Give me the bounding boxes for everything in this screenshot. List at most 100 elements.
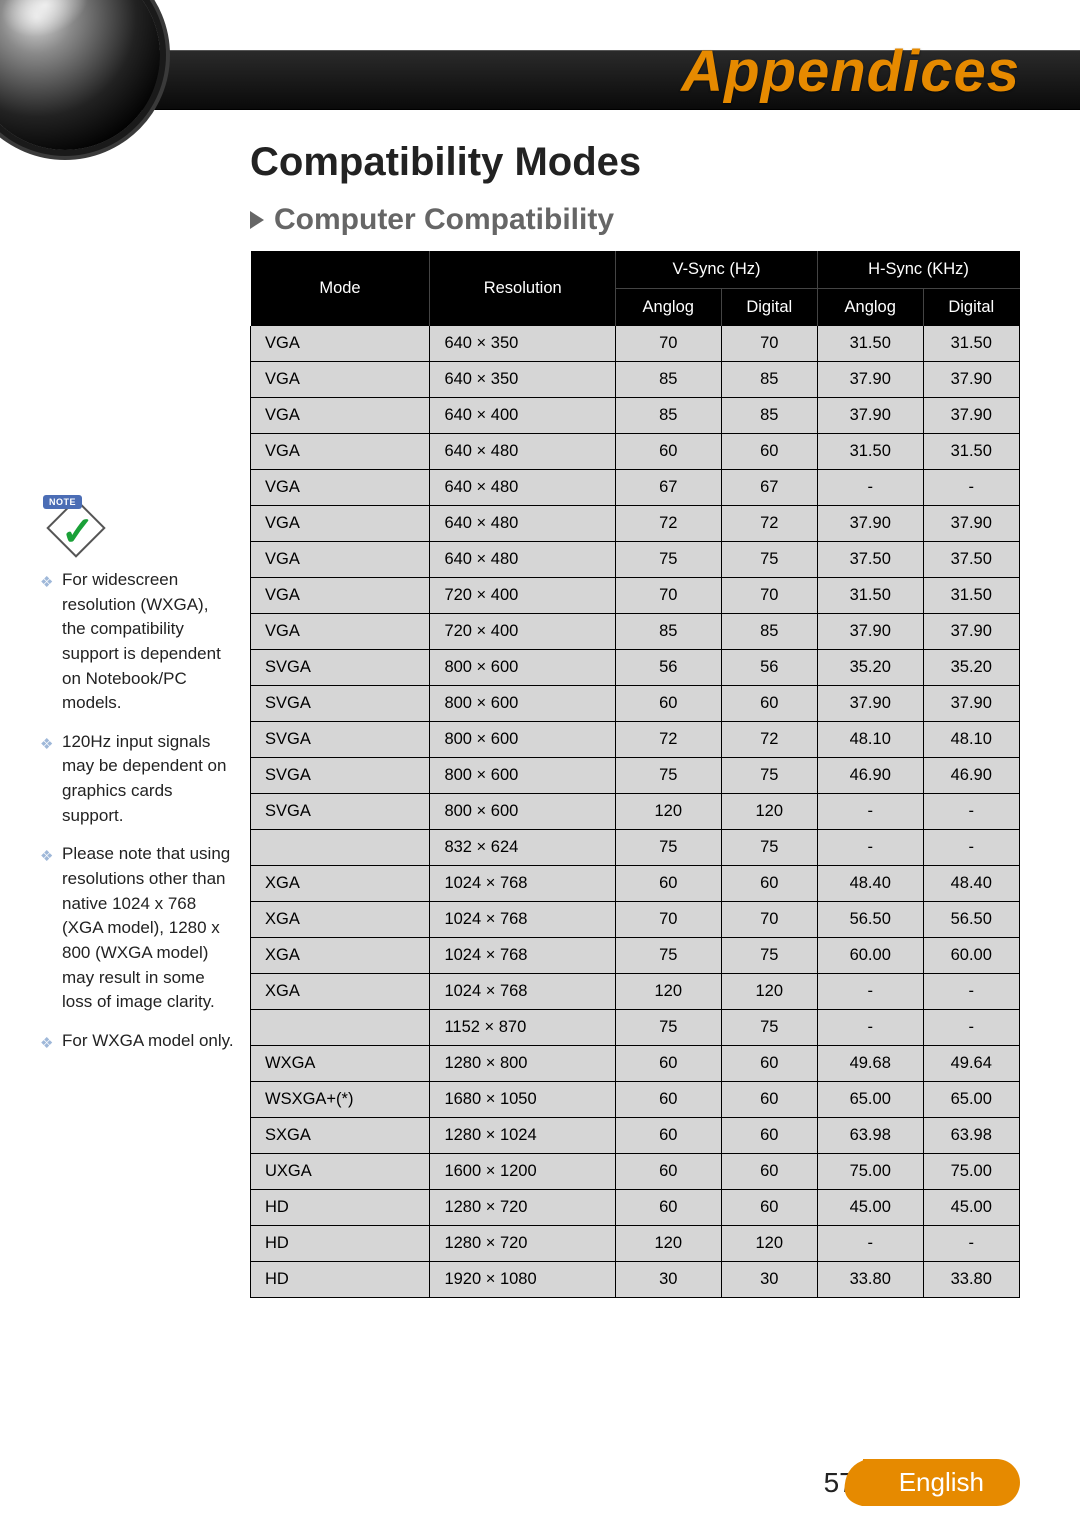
table-row: VGA640 × 400858537.9037.90 <box>251 398 1020 434</box>
chapter-title: Appendices <box>681 38 1020 105</box>
note-item: ❖For widescreen resolution (WXGA), the c… <box>40 568 235 716</box>
table-cell: 60 <box>615 434 721 470</box>
table-row: VGA640 × 480606031.5031.50 <box>251 434 1020 470</box>
table-row: VGA640 × 480757537.5037.50 <box>251 542 1020 578</box>
table-row: SVGA800 × 600757546.9046.90 <box>251 758 1020 794</box>
table-cell: 800 × 600 <box>430 722 616 758</box>
lens-ornament <box>0 0 160 150</box>
table-cell <box>251 1010 430 1046</box>
table-head: Mode Resolution V-Sync (Hz) H-Sync (KHz)… <box>251 251 1020 326</box>
table-cell: SVGA <box>251 650 430 686</box>
diamond-bullet-icon: ❖ <box>40 1033 53 1055</box>
table-cell: 75 <box>615 1010 721 1046</box>
table-cell: 1024 × 768 <box>430 974 616 1010</box>
table-cell: 37.50 <box>817 542 923 578</box>
table-cell: SVGA <box>251 758 430 794</box>
table-cell: 37.90 <box>817 686 923 722</box>
col-vsync-digital: Digital <box>721 289 817 327</box>
table-cell: 67 <box>615 470 721 506</box>
table-cell: 120 <box>721 974 817 1010</box>
table-row: 1152 × 8707575-- <box>251 1010 1020 1046</box>
table-cell: - <box>817 1010 923 1046</box>
page-header: Appendices <box>0 0 1080 110</box>
col-hsync-analog: Anglog <box>817 289 923 327</box>
table-cell: 30 <box>615 1262 721 1298</box>
table-row: VGA640 × 4806767-- <box>251 470 1020 506</box>
checkmark-icon: ✓ <box>61 509 95 543</box>
table-cell: 75 <box>721 938 817 974</box>
table-cell: 49.68 <box>817 1046 923 1082</box>
table-cell: 1024 × 768 <box>430 938 616 974</box>
note-label: NOTE <box>43 495 82 509</box>
table-cell: XGA <box>251 902 430 938</box>
table-cell: HD <box>251 1190 430 1226</box>
table-cell: HD <box>251 1226 430 1262</box>
table-cell: 60 <box>721 434 817 470</box>
table-cell: 60 <box>615 1190 721 1226</box>
table-row: XGA1024 × 768120120-- <box>251 974 1020 1010</box>
table-cell: 60.00 <box>923 938 1020 974</box>
table-cell: 720 × 400 <box>430 578 616 614</box>
table-cell: VGA <box>251 470 430 506</box>
table-cell: UXGA <box>251 1154 430 1190</box>
col-resolution: Resolution <box>430 251 616 326</box>
table-cell: 1680 × 1050 <box>430 1082 616 1118</box>
table-cell: 85 <box>721 362 817 398</box>
table-cell: 46.90 <box>817 758 923 794</box>
table-cell: 75.00 <box>817 1154 923 1190</box>
table-row: 832 × 6247575-- <box>251 830 1020 866</box>
table-cell: 1280 × 720 <box>430 1226 616 1262</box>
diamond-bullet-icon: ❖ <box>40 734 53 756</box>
table-cell: 63.98 <box>923 1118 1020 1154</box>
table-cell: HD <box>251 1262 430 1298</box>
table-row: SVGA800 × 600120120-- <box>251 794 1020 830</box>
table-cell: 640 × 480 <box>430 470 616 506</box>
table-cell: 31.50 <box>817 578 923 614</box>
table-cell: 37.90 <box>817 362 923 398</box>
table-body: VGA640 × 350707031.5031.50VGA640 × 35085… <box>251 326 1020 1298</box>
table-cell: 640 × 480 <box>430 506 616 542</box>
table-cell: 75 <box>721 830 817 866</box>
table-cell: 37.90 <box>923 398 1020 434</box>
table-row: XGA1024 × 768707056.5056.50 <box>251 902 1020 938</box>
table-cell: 800 × 600 <box>430 794 616 830</box>
table-row: VGA640 × 350707031.5031.50 <box>251 326 1020 362</box>
table-cell: 1920 × 1080 <box>430 1262 616 1298</box>
table-cell: 60 <box>721 1190 817 1226</box>
table-cell <box>251 830 430 866</box>
table-row: WSXGA+(*)1680 × 1050606065.0065.00 <box>251 1082 1020 1118</box>
note-text: For widescreen resolution (WXGA), the co… <box>62 570 221 712</box>
col-vsync-analog: Anglog <box>615 289 721 327</box>
table-cell: 31.50 <box>923 434 1020 470</box>
table-cell: VGA <box>251 434 430 470</box>
table-cell: - <box>817 1226 923 1262</box>
table-cell: 1600 × 1200 <box>430 1154 616 1190</box>
table-cell: WSXGA+(*) <box>251 1082 430 1118</box>
table-cell: 37.90 <box>923 362 1020 398</box>
table-cell: 72 <box>615 722 721 758</box>
table-cell: 67 <box>721 470 817 506</box>
table-cell: 48.40 <box>923 866 1020 902</box>
subsection-title: Computer Compatibility <box>274 203 614 237</box>
table-cell: 75.00 <box>923 1154 1020 1190</box>
table-cell: 70 <box>721 902 817 938</box>
table-cell: 60 <box>615 1082 721 1118</box>
table-cell: 640 × 350 <box>430 326 616 362</box>
table-cell: 120 <box>615 794 721 830</box>
table-cell: VGA <box>251 398 430 434</box>
table-cell: 85 <box>615 362 721 398</box>
table-cell: XGA <box>251 974 430 1010</box>
table-cell: VGA <box>251 614 430 650</box>
table-cell: VGA <box>251 542 430 578</box>
table-cell: 45.00 <box>923 1190 1020 1226</box>
table-row: XGA1024 × 768757560.0060.00 <box>251 938 1020 974</box>
table-cell: 37.90 <box>923 686 1020 722</box>
table-cell: 75 <box>721 758 817 794</box>
table-cell: 46.90 <box>923 758 1020 794</box>
table-cell: 75 <box>615 830 721 866</box>
table-cell: 31.50 <box>923 326 1020 362</box>
table-cell: - <box>817 974 923 1010</box>
table-row: WXGA1280 × 800606049.6849.64 <box>251 1046 1020 1082</box>
language-pill: English <box>863 1459 1020 1506</box>
table-cell: 75 <box>615 938 721 974</box>
